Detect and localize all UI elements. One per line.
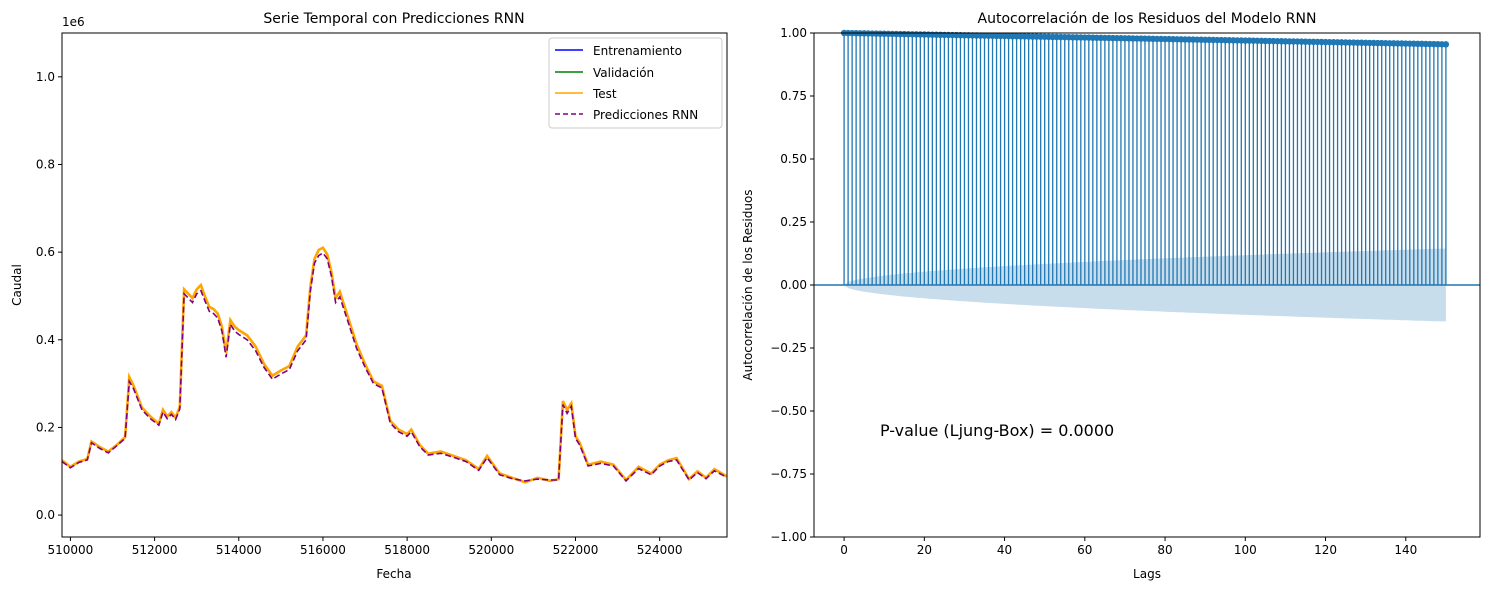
legend: Entrenamiento Validación Test Prediccion…	[548, 37, 723, 129]
series-line-test	[61, 245, 728, 484]
right-y-axis-label: Autocorrelación de los Residuos	[741, 189, 755, 380]
right-y-tick-label: −1.00	[770, 530, 807, 544]
right-x-ticks: 0 20 40 60 80 100 120 140	[840, 537, 1417, 557]
left-x-tick-label: 512000	[132, 543, 178, 557]
left-x-axis-label: Fecha	[376, 567, 411, 581]
right-x-tick-label: 80	[1157, 543, 1172, 557]
legend-label-entrenamiento: Entrenamiento	[593, 44, 682, 58]
left-y-offset-label: 1e6	[62, 15, 85, 29]
left-x-tick-label: 516000	[300, 543, 346, 557]
right-x-tick-label: 40	[997, 543, 1012, 557]
right-y-tick-label: 0.25	[780, 215, 807, 229]
left-axes-frame	[61, 32, 728, 538]
right-x-tick-label: 0	[840, 543, 848, 557]
legend-label-validacion: Validación	[593, 66, 654, 80]
legend-box	[548, 37, 723, 129]
left-y-axis-label: Caudal	[10, 264, 24, 306]
left-x-tick-label: 514000	[216, 543, 262, 557]
left-x-tick-label: 524000	[637, 543, 683, 557]
left-y-tick-label: 0.2	[36, 420, 55, 434]
left-x-tick-label: 520000	[468, 543, 514, 557]
right-plot-area	[814, 29, 1480, 322]
series-line-predicciones-rnn	[61, 251, 728, 483]
left-chart: Serie Temporal con Predicciones RNN 1e6 …	[10, 11, 728, 581]
right-x-axis-label: Lags	[1133, 567, 1161, 581]
left-x-tick-label: 510000	[48, 543, 94, 557]
left-y-tick-label: 0.6	[36, 245, 55, 259]
left-y-ticks: 0.0 0.2 0.4 0.6 0.8 1.0	[36, 70, 62, 522]
right-y-tick-label: −0.25	[770, 341, 807, 355]
acf-point	[1442, 41, 1450, 48]
right-chart: Autocorrelación de los Residuos del Mode…	[741, 11, 1481, 581]
right-x-tick-label: 20	[917, 543, 932, 557]
right-x-tick-label: 100	[1234, 543, 1257, 557]
left-y-tick-label: 0.4	[36, 333, 55, 347]
right-chart-title: Autocorrelación de los Residuos del Mode…	[978, 11, 1317, 27]
left-y-tick-label: 0.8	[36, 157, 55, 171]
right-y-tick-label: 1.00	[780, 26, 807, 40]
ljung-box-annotation: P-value (Ljung-Box) = 0.0000	[880, 421, 1114, 440]
legend-label-predicciones: Predicciones RNN	[593, 108, 698, 122]
right-y-tick-label: −0.75	[770, 467, 807, 481]
legend-label-test: Test	[592, 87, 617, 101]
right-x-tick-label: 140	[1394, 543, 1417, 557]
left-y-tick-label: 1.0	[36, 70, 55, 84]
right-x-tick-label: 120	[1314, 543, 1337, 557]
right-y-tick-label: −0.50	[770, 404, 807, 418]
left-y-tick-label: 0.0	[36, 508, 55, 522]
left-plot-area	[61, 245, 728, 484]
right-y-tick-label: 0.00	[780, 278, 807, 292]
left-x-tick-label: 522000	[553, 543, 599, 557]
right-y-ticks: −1.00 −0.75 −0.50 −0.25 0.00 0.25 0.50 0.75 1.00	[770, 26, 814, 544]
left-x-ticks: 510000 512000 514000 516000 518000 520000 5220…	[48, 537, 683, 557]
right-y-tick-label: 0.50	[780, 152, 807, 166]
right-x-tick-label: 60	[1077, 543, 1092, 557]
left-chart-title: Serie Temporal con Predicciones RNN	[263, 11, 524, 27]
left-x-tick-label: 518000	[384, 543, 430, 557]
right-y-tick-label: 0.75	[780, 89, 807, 103]
